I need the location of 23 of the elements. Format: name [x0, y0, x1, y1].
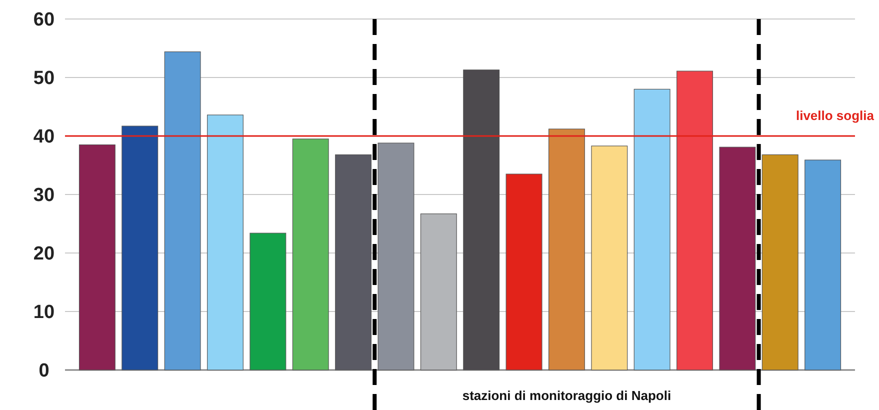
bar — [676, 70, 713, 370]
bar — [78, 144, 116, 370]
y-tick-label: 10 — [33, 302, 55, 324]
bar — [207, 114, 244, 370]
bar — [420, 214, 457, 370]
y-tick-label: 60 — [33, 10, 55, 31]
bar — [250, 232, 286, 370]
bar — [634, 88, 670, 370]
bar — [164, 51, 201, 370]
bar — [506, 174, 542, 370]
bar — [463, 70, 500, 370]
y-tick-label: 20 — [33, 244, 55, 265]
bar — [591, 146, 628, 370]
ref-line-label: livello soglia — [796, 108, 875, 123]
y-tick-label: 30 — [33, 185, 55, 206]
y-tick-label: 50 — [33, 68, 55, 90]
y-tick-label: 40 — [33, 126, 55, 148]
x-axis-title: stazioni di monitoraggio di Napoli — [462, 388, 672, 403]
bar — [292, 138, 329, 370]
bar — [122, 126, 158, 370]
y-tick-label: 0 — [38, 360, 50, 382]
bar — [804, 160, 842, 370]
bar — [548, 128, 585, 370]
